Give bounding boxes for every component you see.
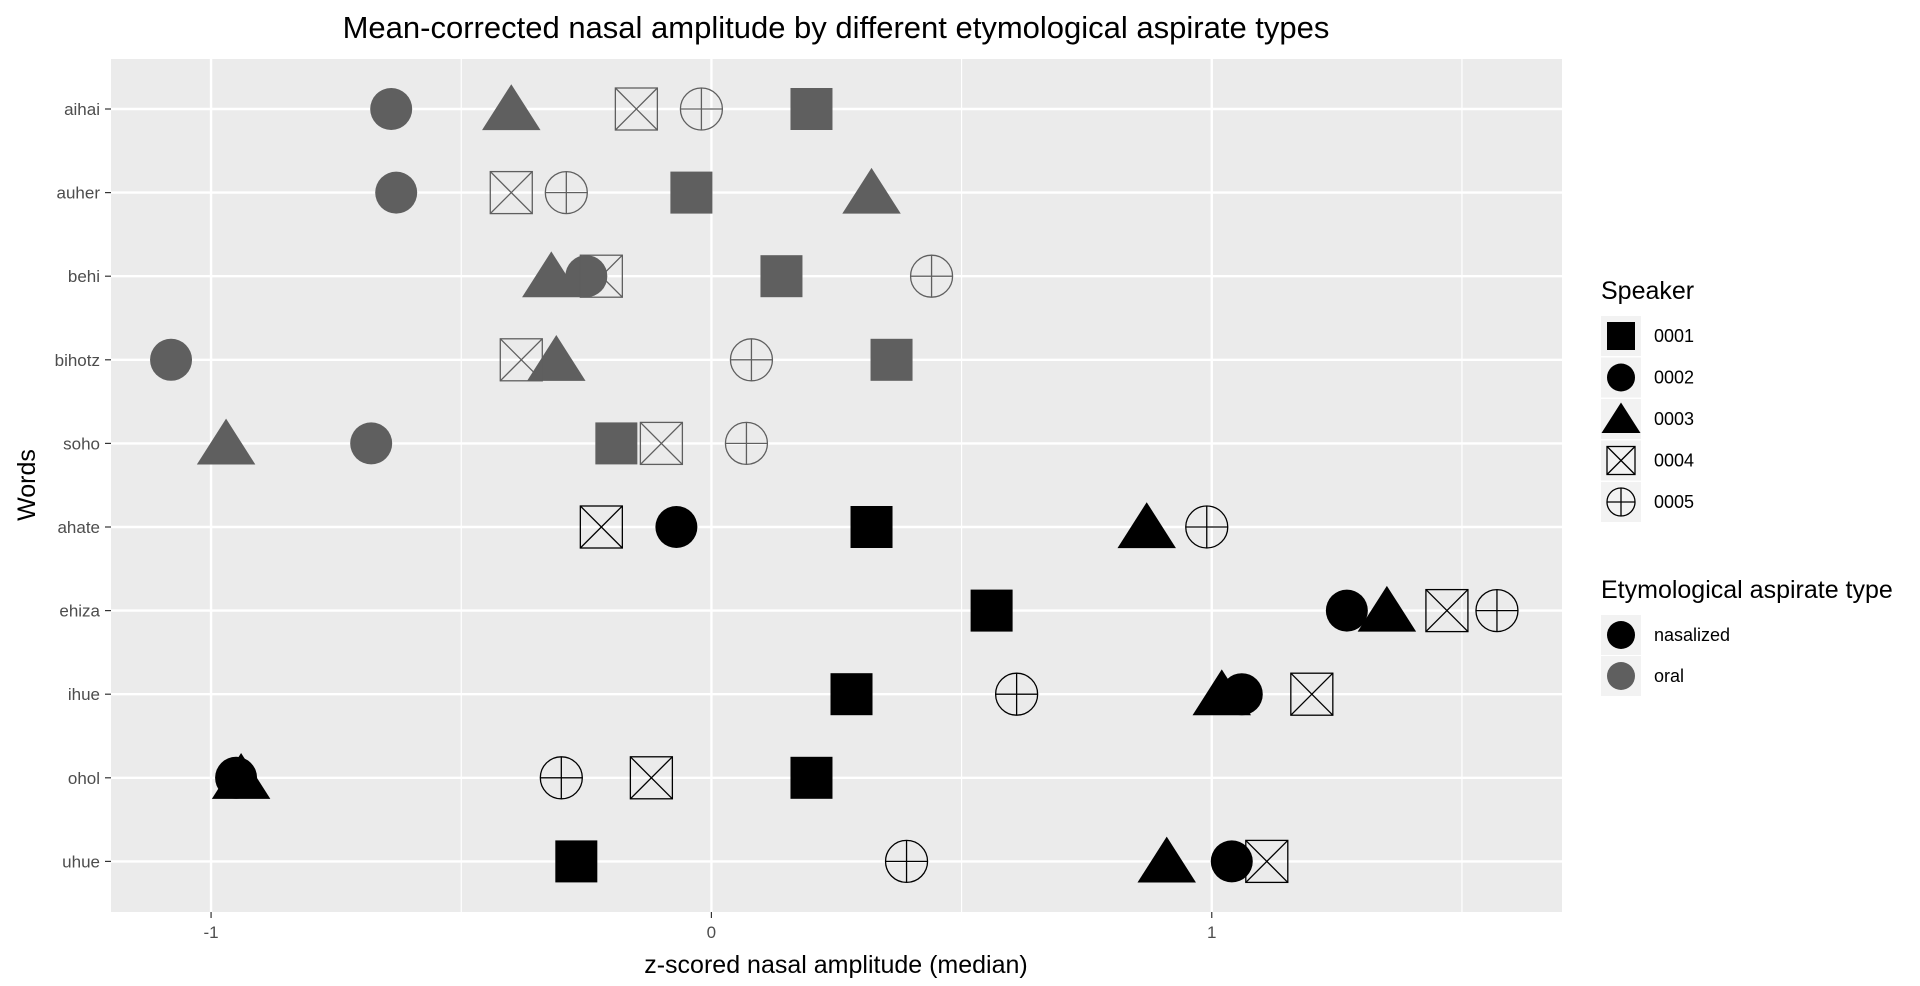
data-points — [150, 84, 1519, 884]
legend-label: 0002 — [1654, 368, 1694, 388]
minor-gridlines — [460, 59, 1463, 912]
y-tick-label: ihue — [68, 685, 100, 704]
data-point-circled-plus — [884, 839, 929, 884]
legend-label: nasalized — [1654, 625, 1730, 645]
data-point-circled-plus — [539, 756, 583, 800]
data-point-triangle — [211, 753, 271, 799]
data-point-triangle — [522, 251, 581, 298]
data-point-circled-plus — [994, 672, 1039, 716]
data-point-boxed-x — [629, 756, 674, 800]
data-point-triangle — [1117, 502, 1176, 549]
data-point-circle — [565, 255, 608, 298]
x-tick-label: -1 — [204, 923, 219, 942]
legend-key-boxed-x — [1606, 445, 1636, 476]
legend-label: 0003 — [1654, 409, 1694, 429]
data-point-circle — [1325, 589, 1368, 632]
data-point-square — [830, 673, 873, 716]
y-tick-label: behi — [68, 267, 100, 286]
data-point-boxed-x — [1425, 588, 1469, 633]
x-axis-title: z-scored nasal amplitude (median) — [644, 951, 1028, 979]
data-point-square — [790, 88, 833, 130]
speaker-legend: Speaker 0001 0002 0003 0004 0005 — [1601, 277, 1694, 522]
data-point-circled-plus — [679, 87, 724, 131]
data-point-square — [850, 506, 893, 548]
data-point-boxed-x — [499, 338, 543, 382]
data-point-circle — [370, 88, 413, 130]
y-tick-label: auher — [57, 184, 101, 203]
data-point-triangle — [842, 167, 901, 214]
data-point-boxed-x — [614, 87, 659, 131]
data-point-boxed-x — [1290, 672, 1334, 716]
legend-label: 0001 — [1654, 326, 1694, 346]
data-point-circle — [655, 506, 698, 548]
data-point-square — [670, 171, 713, 214]
legend-key-circled-plus — [1606, 487, 1636, 517]
data-point-circle — [350, 422, 393, 465]
x-axis-ticks: -1 0 1 — [204, 912, 1216, 942]
data-point-triangle — [196, 418, 256, 465]
data-point-boxed-x — [489, 170, 533, 215]
data-point-circled-plus — [544, 170, 588, 215]
data-point-triangle — [482, 84, 541, 131]
y-tick-label: ahate — [57, 518, 100, 537]
y-tick-label: aihai — [64, 100, 100, 119]
y-axis-ticks: aihai auher behi bihotz soho ahate ehiza ihue oh… — [55, 100, 111, 871]
data-point-boxed-x — [639, 421, 684, 466]
y-tick-label: soho — [63, 434, 100, 453]
data-point-square — [870, 338, 913, 381]
data-point-circled-plus — [1185, 505, 1229, 549]
y-tick-label: uhue — [62, 852, 100, 871]
data-point-triangle — [1192, 669, 1252, 716]
data-point-boxed-x — [579, 505, 623, 549]
legend-label: 0004 — [1654, 451, 1694, 471]
data-point-square — [555, 840, 598, 883]
chart-title: Mean-corrected nasal amplitude by differ… — [343, 10, 1330, 45]
data-point-square — [970, 589, 1013, 632]
legend-key-square — [1607, 322, 1635, 350]
speaker-legend-title: Speaker — [1601, 277, 1694, 305]
aspirate-type-legend: Etymological aspirate type nasalized oral — [1601, 576, 1893, 696]
y-tick-label: ehiza — [59, 602, 100, 621]
data-point-square — [760, 255, 803, 298]
data-point-circled-plus — [724, 421, 769, 466]
aspirate-type-legend-title: Etymological aspirate type — [1601, 576, 1893, 604]
legend-key-circle — [1607, 621, 1635, 649]
y-axis-title: Words — [13, 449, 41, 521]
data-point-circled-plus — [1475, 588, 1519, 633]
legend-key-circle — [1607, 363, 1635, 392]
plot-panel — [111, 59, 1562, 912]
data-point-circle — [375, 171, 418, 214]
x-tick-label: 0 — [707, 923, 716, 942]
data-point-boxed-x — [1245, 839, 1289, 884]
data-point-circle — [1210, 840, 1253, 883]
data-point-boxed-x — [579, 254, 623, 298]
y-tick-label: ohol — [68, 769, 100, 788]
x-tick-label: 1 — [1207, 923, 1216, 942]
data-point-circle — [150, 338, 193, 381]
data-point-square — [790, 756, 833, 799]
data-point-circled-plus — [909, 254, 954, 298]
legend-label: oral — [1654, 666, 1684, 686]
data-point-triangle — [1357, 585, 1417, 632]
legend-key-circle — [1607, 662, 1635, 690]
data-point-triangle — [1137, 836, 1196, 883]
data-point-circled-plus — [729, 338, 774, 382]
legend-label: 0005 — [1654, 492, 1694, 512]
data-point-square — [595, 422, 638, 465]
y-tick-label: bihotz — [55, 351, 100, 370]
legend-key-triangle — [1601, 402, 1641, 434]
